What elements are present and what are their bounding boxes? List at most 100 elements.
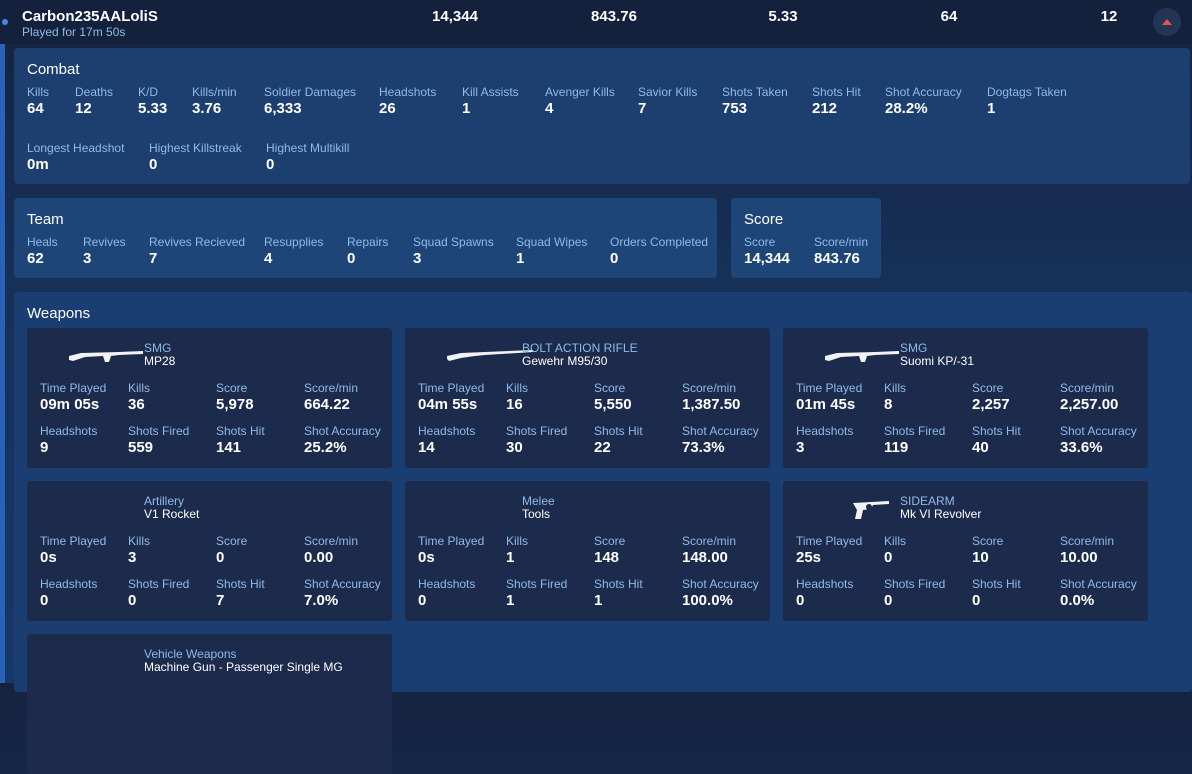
weapon-stat-shots-fired: Shots Fired 119 bbox=[884, 424, 945, 456]
stat-label: Shots Fired bbox=[884, 577, 946, 591]
stat-label: Shot Accuracy bbox=[682, 424, 759, 438]
stat-value: 100.0% bbox=[682, 592, 733, 609]
stat-label: Score/min bbox=[682, 381, 737, 395]
stat-label: Shot Accuracy bbox=[885, 85, 962, 99]
stat-value: 664.22 bbox=[304, 396, 350, 413]
stat-value: 36 bbox=[128, 396, 145, 413]
header-kd: 5.33 bbox=[768, 8, 798, 25]
stat-label: Time Played bbox=[418, 381, 485, 395]
stat-label: Shot Accuracy bbox=[1060, 424, 1137, 438]
weapon-stat-score-min: Score/min 148.00 bbox=[682, 534, 736, 566]
stat-value: 0 bbox=[796, 592, 805, 609]
player-row[interactable]: Carbon235AALoliS Played for 17m 50s 14,3… bbox=[0, 0, 1192, 44]
stat-label: K/D bbox=[138, 85, 159, 99]
weapon-stat-kills: Kills 16 bbox=[506, 381, 528, 413]
combat-stat-headshots: Headshots 26 bbox=[379, 85, 436, 117]
combat-stat-kill-assists: Kill Assists 1 bbox=[462, 85, 519, 117]
team-stat-repairs: Repairs 0 bbox=[347, 235, 388, 267]
stat-value: 3.76 bbox=[192, 100, 222, 117]
stat-label: Score/min bbox=[814, 235, 869, 249]
weapon-card[interactable]: Vehicle Weapons Machine Gun - Passenger S… bbox=[27, 634, 392, 774]
stat-value: 6,333 bbox=[264, 100, 302, 117]
combat-stat-k-d: K/D 5.33 bbox=[138, 85, 167, 117]
stat-label: Headshots bbox=[379, 85, 437, 99]
stat-value: 04m 55s bbox=[418, 396, 478, 413]
weapon-stat-headshots: Headshots 14 bbox=[418, 424, 475, 456]
score-stat-score-min: Score/min 843.76 bbox=[814, 235, 868, 267]
header-kills: 64 bbox=[940, 8, 958, 25]
stat-value: 33.6% bbox=[1060, 439, 1103, 456]
weapon-stat-score: Score 2,257 bbox=[972, 381, 1010, 413]
stat-value: 0 bbox=[347, 250, 356, 267]
stat-label: Kills bbox=[884, 534, 907, 548]
stat-value: 0 bbox=[216, 549, 225, 566]
stat-label: Time Played bbox=[418, 534, 485, 548]
weapon-stat-shots-hit: Shots Hit 0 bbox=[972, 577, 1021, 609]
stat-value: 1 bbox=[987, 100, 996, 117]
weapon-stat-time-played: Time Played 25s bbox=[796, 534, 862, 566]
stat-value: 3 bbox=[796, 439, 805, 456]
stat-label: Kills bbox=[128, 534, 151, 548]
collapse-button[interactable] bbox=[1153, 8, 1181, 36]
weapon-name: Machine Gun - Passenger Single MG bbox=[144, 660, 343, 674]
combat-stat-longest-headshot: Longest Headshot 0m bbox=[27, 141, 124, 173]
weapon-stat-headshots: Headshots 9 bbox=[40, 424, 97, 456]
stat-label: Shots Fired bbox=[506, 424, 568, 438]
weapon-stat-kills: Kills 36 bbox=[128, 381, 150, 413]
stat-label: Headshots bbox=[796, 424, 854, 438]
stat-label: Kills bbox=[884, 381, 907, 395]
stat-label: Heals bbox=[27, 235, 58, 249]
stat-label: Score/min bbox=[1060, 534, 1115, 548]
weapon-card[interactable]: Artillery V1 Rocket Time Played 0s Kills 3 Sco… bbox=[27, 481, 392, 621]
stat-label: Shots Hit bbox=[216, 424, 265, 438]
stat-value: 0 bbox=[266, 156, 275, 173]
stat-value: 5,978 bbox=[216, 396, 254, 413]
stat-label: Time Played bbox=[796, 534, 863, 548]
weapon-card[interactable]: Melee Tools Time Played 0s Kills 1 Score 148 Sco… bbox=[405, 481, 770, 621]
weapon-category: Melee bbox=[522, 494, 555, 508]
stat-value: 119 bbox=[884, 439, 909, 456]
weapon-card[interactable]: SMG Suomi KP/-31 Time Played 01m 45s Kills 8 S… bbox=[783, 328, 1148, 468]
weapon-stat-time-played: Time Played 09m 05s bbox=[40, 381, 106, 413]
stat-value: 559 bbox=[128, 439, 154, 456]
weapon-stat-time-played: Time Played 01m 45s bbox=[796, 381, 862, 413]
caret-up-icon bbox=[1162, 19, 1172, 25]
stat-value: 9 bbox=[40, 439, 49, 456]
weapon-card[interactable]: SMG MP28 Time Played 09m 05s Kills 36 Score 5,9… bbox=[27, 328, 392, 468]
stat-value: 1 bbox=[516, 250, 525, 267]
team-stat-squad-spawns: Squad Spawns 3 bbox=[413, 235, 494, 267]
weapon-card[interactable]: SIDEARM Mk VI Revolver Time Played 25s Kills… bbox=[783, 481, 1148, 621]
stat-value: 0s bbox=[40, 549, 57, 566]
stat-label: Kills bbox=[27, 85, 50, 99]
weapon-stat-kills: Kills 8 bbox=[884, 381, 906, 413]
weapon-stat-shots-hit: Shots Hit 141 bbox=[216, 424, 265, 456]
stat-value: 62 bbox=[27, 250, 44, 267]
stat-value: 0 bbox=[128, 592, 137, 609]
player-name: Carbon235AALoliS bbox=[22, 8, 158, 25]
weapon-category: SIDEARM bbox=[900, 494, 955, 508]
stat-label: Savior Kills bbox=[638, 85, 698, 99]
combat-stat-highest-killstreak: Highest Killstreak 0 bbox=[149, 141, 242, 173]
stat-value: 7 bbox=[638, 100, 647, 117]
weapon-stat-shot-accuracy: Shot Accuracy 73.3% bbox=[682, 424, 759, 456]
stat-label: Headshots bbox=[418, 577, 476, 591]
stat-value: 25s bbox=[796, 549, 822, 566]
weapon-stat-score: Score 10 bbox=[972, 534, 1003, 566]
stat-value: 2,257 bbox=[972, 396, 1010, 413]
stat-value: 753 bbox=[722, 100, 748, 117]
stat-label: Headshots bbox=[418, 424, 476, 438]
stat-label: Soldier Damages bbox=[264, 85, 357, 99]
stat-label: Avenger Kills bbox=[545, 85, 615, 99]
stat-label: Shots Hit bbox=[972, 424, 1021, 438]
stat-label: Shots Hit bbox=[812, 85, 861, 99]
team-stat-resupplies: Resupplies 4 bbox=[264, 235, 323, 267]
stat-value: 14,344 bbox=[744, 250, 790, 267]
stat-label: Headshots bbox=[796, 577, 854, 591]
weapon-stat-time-played: Time Played 0s bbox=[418, 534, 484, 566]
stat-label: Squad Spawns bbox=[413, 235, 494, 249]
stat-value: 1 bbox=[506, 549, 515, 566]
smg-icon bbox=[823, 342, 913, 368]
stat-value: 1 bbox=[462, 100, 471, 117]
stat-label: Orders Completed bbox=[610, 235, 709, 249]
weapon-card[interactable]: BOLT ACTION RIFLE Gewehr M95/30 Time Playe… bbox=[405, 328, 770, 468]
